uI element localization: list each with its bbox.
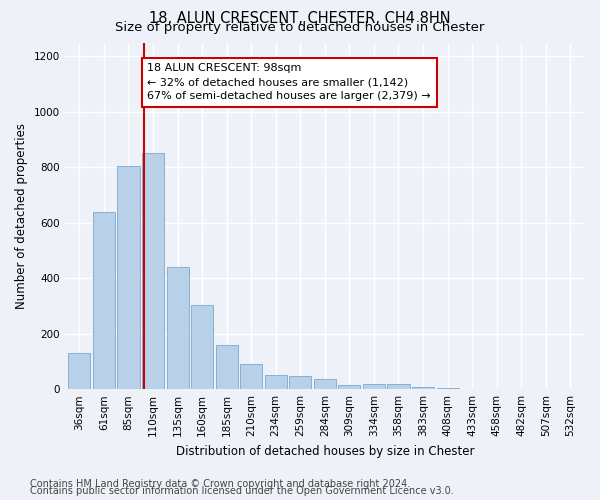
Bar xyxy=(437,388,458,389)
Bar xyxy=(289,376,311,389)
Text: 18, ALUN CRESCENT, CHESTER, CH4 8HN: 18, ALUN CRESCENT, CHESTER, CH4 8HN xyxy=(149,11,451,26)
Bar xyxy=(215,346,238,389)
Bar xyxy=(68,353,91,389)
Y-axis label: Number of detached properties: Number of detached properties xyxy=(15,123,28,309)
Bar xyxy=(167,267,188,389)
Text: Contains public sector information licensed under the Open Government Licence v3: Contains public sector information licen… xyxy=(30,486,454,496)
Bar xyxy=(240,364,262,389)
Bar xyxy=(142,154,164,389)
Bar xyxy=(338,385,361,389)
Bar xyxy=(363,384,385,389)
Text: Contains HM Land Registry data © Crown copyright and database right 2024.: Contains HM Land Registry data © Crown c… xyxy=(30,479,410,489)
X-axis label: Distribution of detached houses by size in Chester: Distribution of detached houses by size … xyxy=(176,444,474,458)
Bar xyxy=(265,376,287,389)
Text: 18 ALUN CRESCENT: 98sqm
← 32% of detached houses are smaller (1,142)
67% of semi: 18 ALUN CRESCENT: 98sqm ← 32% of detache… xyxy=(148,64,431,102)
Bar xyxy=(93,212,115,389)
Bar xyxy=(388,384,410,389)
Bar xyxy=(314,380,336,389)
Bar xyxy=(412,387,434,389)
Bar xyxy=(485,388,508,389)
Bar xyxy=(461,388,483,389)
Bar xyxy=(118,166,140,389)
Text: Size of property relative to detached houses in Chester: Size of property relative to detached ho… xyxy=(115,22,485,35)
Bar xyxy=(191,304,213,389)
